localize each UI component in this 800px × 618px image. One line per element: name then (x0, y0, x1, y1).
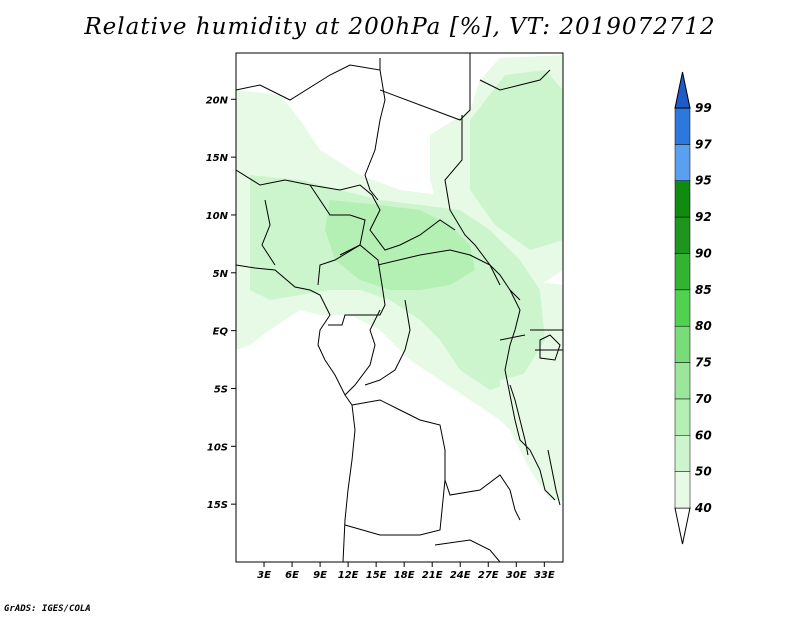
border-drc-east (504, 289, 556, 501)
lon-tick-label: 12E (338, 570, 359, 581)
latitude-axis: 20N 15N 10N 5N EQ 5S 10S 15S (206, 95, 236, 511)
colorbar-segment (674, 362, 691, 400)
colorbar-label: 97 (695, 137, 712, 151)
colorbar-label: 80 (695, 319, 712, 333)
border-north-2 (379, 53, 471, 121)
map-frame (235, 52, 564, 563)
colorbar-segment (674, 471, 691, 509)
colorbar-upper-arrow (674, 71, 691, 109)
colorbar-label: 70 (695, 392, 712, 406)
colorbar-segment (674, 253, 691, 291)
colorbar-segment (674, 435, 691, 472)
country-borders (236, 53, 563, 562)
longitude-axis: 3E 6E 9E 12E 15E 18E 21E 24E 27E 30E 33E (257, 562, 555, 581)
border-angola (351, 399, 521, 521)
lat-tick-label: 5N (213, 269, 229, 280)
lon-tick-label: 21E (422, 570, 443, 581)
colorbar-segment (674, 180, 691, 218)
border-cameroon (328, 244, 386, 326)
humidity-region-ne-core (470, 70, 563, 250)
lake-tanganyika (509, 384, 529, 456)
colorbar-label: 50 (695, 465, 712, 479)
map-title: Relative humidity at 200hPa [%], VT: 201… (84, 14, 716, 40)
colorbar-label: 75 (695, 356, 712, 370)
lon-tick-label: 30E (506, 570, 527, 581)
lon-tick-label: 27E (478, 570, 499, 581)
border-chad-sudan (444, 115, 501, 286)
colorbar-label: 85 (695, 283, 712, 297)
colorbar-segment (674, 325, 691, 363)
colorbar-label: 95 (695, 174, 712, 188)
grads-credit: GrADS: IGES/COLA (4, 604, 91, 614)
lon-tick-label: 15E (366, 570, 387, 581)
humidity-region-east-tail (500, 370, 563, 500)
lat-tick-label: 10N (206, 211, 229, 222)
lat-tick-label: 10S (207, 442, 228, 453)
colorbar-label: 90 (695, 246, 712, 260)
lat-tick-label: 5S (214, 384, 228, 395)
border-south (344, 479, 501, 562)
lat-tick-label: 15S (207, 500, 228, 511)
coastline (236, 264, 356, 562)
lat-tick-label: EQ (213, 327, 229, 338)
colorbar-lower-arrow (674, 507, 691, 545)
border-sahel (236, 169, 456, 251)
colorbar-segment (674, 144, 691, 181)
lat-tick-label: 15N (206, 153, 229, 164)
colorbar: 40 50 60 70 75 80 85 90 92 95 97 99 (674, 71, 712, 545)
colorbar-label: 60 (695, 428, 712, 442)
lon-tick-label: 33E (534, 570, 555, 581)
humidity-field (236, 55, 563, 500)
border-east-africa (479, 69, 563, 351)
colorbar-segment (674, 398, 691, 436)
colorbar-segment (674, 107, 691, 145)
border-nigeria (261, 184, 366, 286)
lake-victoria (539, 334, 561, 361)
colorbar-label: 99 (695, 101, 712, 115)
border-north-1 (236, 64, 386, 201)
lon-tick-label: 9E (313, 570, 327, 581)
lon-tick-label: 6E (285, 570, 299, 581)
colorbar-segment (674, 216, 691, 254)
lat-tick-label: 20N (206, 95, 229, 106)
colorbar-label: 92 (695, 210, 712, 224)
lon-tick-label: 3E (257, 570, 271, 581)
lon-tick-label: 24E (450, 570, 471, 581)
lon-tick-label: 18E (394, 570, 415, 581)
colorbar-segment (674, 289, 691, 327)
colorbar-label: 40 (694, 501, 712, 515)
border-congo (344, 299, 411, 396)
lake-malawi (547, 449, 561, 506)
border-car (377, 249, 521, 301)
